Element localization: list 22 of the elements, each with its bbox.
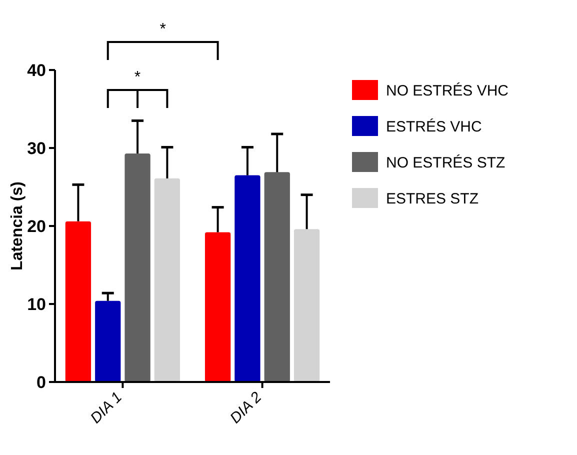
- legend-label: ESTRÉS VHC: [386, 117, 482, 136]
- y-tick-label: 0: [36, 372, 46, 392]
- legend-label: NO ESTRÉS VHC: [386, 81, 509, 100]
- y-tick-label: 40: [27, 60, 46, 80]
- y-axis-title: Latencia (s): [9, 182, 26, 270]
- bar: [234, 175, 260, 382]
- bar: [154, 178, 180, 382]
- bar: [95, 300, 121, 382]
- bar: [264, 172, 290, 382]
- x-tick-label: DIA 1: [87, 388, 126, 427]
- bar: [124, 153, 150, 382]
- bar: [204, 232, 231, 382]
- bar: [65, 221, 92, 382]
- annotation: *: [134, 69, 141, 86]
- legend-label: NO ESTRÉS STZ: [386, 153, 506, 172]
- bar: [294, 229, 320, 382]
- y-tick-label: 20: [27, 216, 46, 236]
- y-tick-label: 30: [27, 138, 46, 158]
- x-tick-label: DIA 2: [226, 388, 266, 427]
- legend-label: ESTRES STZ: [386, 190, 479, 208]
- y-tick-label: 10: [27, 294, 46, 314]
- text: *: [160, 21, 166, 38]
